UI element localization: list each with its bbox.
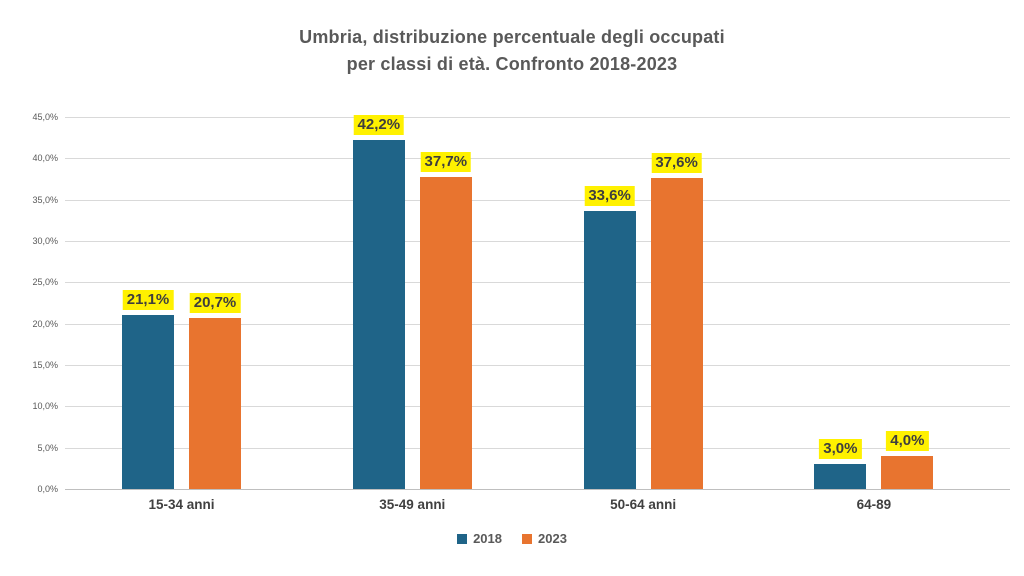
bar-2023-50-64-anni [650,178,703,489]
gridline [65,406,1010,408]
data-label-2023-15-34-anni: 20,7% [189,292,241,313]
gridline [65,323,1010,325]
plot-area: 21,1% 20,7% 42,2% 37,7% 33,6% 37,6% 3,0% 4,0% [65,115,1010,490]
y-tick-label: 10,0% [32,401,58,412]
x-category-label: 35-49 anni [379,497,446,512]
bar-group: 3,0% 4,0% [814,117,934,489]
legend-label: 2018 [473,531,502,546]
bar-2018-35-49-anni [352,140,405,489]
y-tick-label: 40,0% [32,153,58,164]
bar-2018-15-34-anni [122,314,174,489]
x-category-label: 15-34 anni [148,497,215,512]
gridline [65,282,1010,284]
y-tick-label: 25,0% [32,277,58,288]
data-label-2023-50-64-anni: 37,6% [651,153,702,174]
chart-title: Umbria, distribuzione percentuale degli … [0,24,1024,78]
data-label-2023-64-89: 4,0% [886,430,929,451]
gridline [65,117,1010,118]
y-tick-label: 20,0% [32,318,58,329]
bar-2018-64-89 [814,464,867,489]
data-label-2018-50-64-anni: 33,6% [584,186,635,207]
y-tick-label: 5,0% [37,442,58,453]
data-label-2018-35-49-anni: 42,2% [353,115,405,136]
legend: 2018 2023 [0,531,1024,546]
legend-item-2018: 2018 [457,531,502,546]
y-tick-label: 30,0% [32,236,58,246]
y-tick-label: 45,0% [32,112,58,122]
chart-title-line1: Umbria, distribuzione percentuale degli … [299,27,725,47]
legend-item-2023: 2023 [522,531,567,546]
x-category-label: 50-64 anni [610,497,677,512]
gridline [65,447,1010,449]
data-label-2018-15-34-anni: 21,1% [122,289,174,310]
y-tick-label: 0,0% [37,484,58,494]
legend-swatch-icon [457,533,468,544]
gridline [65,241,1010,242]
chart-title-line2: per classi di età. Confronto 2018-2023 [346,54,678,74]
bar-group: 42,2% 37,7% [352,115,472,489]
gridline [65,365,1010,366]
bar-2023-35-49-anni [419,177,472,489]
gridline [65,158,1010,160]
data-label-2023-35-49-anni: 37,7% [420,152,472,173]
bar-2023-64-89 [881,455,934,489]
bar-group: 33,6% 37,6% [583,117,703,489]
x-axis-baseline [65,489,1010,490]
y-tick-label: 15,0% [32,360,58,370]
gridline [65,199,1010,201]
bar-2018-50-64-anni [583,211,636,489]
bar-group: 21,1% 20,7% [122,117,241,489]
data-label-2018-64-89: 3,0% [819,439,862,460]
x-category-label: 64-89 [856,497,892,512]
legend-label: 2023 [538,531,567,546]
bar-2023-15-34-anni [189,317,241,489]
y-tick-label: 35,0% [32,194,58,205]
legend-swatch-icon [522,533,532,544]
